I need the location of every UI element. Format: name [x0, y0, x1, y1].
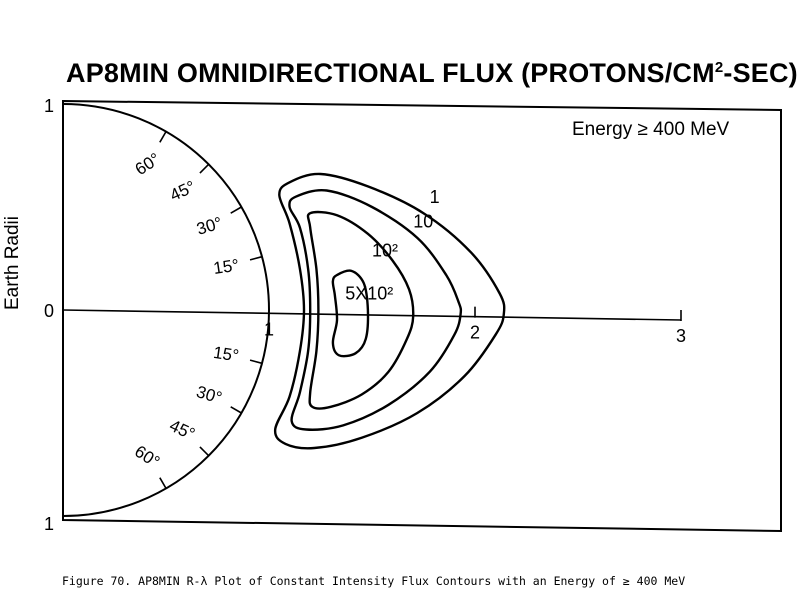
contour-line-2 [306, 210, 415, 410]
contour-label-2: 10² [372, 240, 398, 260]
plot-frame [62, 99, 782, 533]
contour-line-3 [331, 269, 370, 358]
contour-label-0: 1 [430, 187, 440, 207]
x-tick-label-3: 3 [676, 326, 686, 346]
lat-tick-30 [230, 206, 242, 214]
earth-arc [62, 103, 270, 517]
title-end: -SEC) [723, 58, 798, 88]
earth-semicircle [62, 103, 270, 517]
lat-label-30: 30° [194, 213, 224, 239]
lat-tick--60 [159, 477, 167, 489]
lat-tick--15 [249, 359, 263, 365]
figure-caption: Figure 70. AP8MIN R-λ Plot of Constant I… [62, 574, 686, 588]
y-tick-label--1: 1 [44, 514, 54, 534]
lat-tick--30 [230, 406, 242, 414]
lat-label--15: 15° [212, 343, 240, 365]
x-tick-label-1: 1 [264, 319, 274, 339]
lat-tick-15 [249, 255, 263, 261]
contour-label-3: 5X10² [345, 284, 393, 304]
latitude-ticks: 60°45°30°15°15°30°45°60° [131, 131, 263, 489]
x-tick-label-2: 2 [470, 323, 480, 343]
lat-label-60: 60° [132, 149, 164, 179]
lat-label--60: 60° [131, 442, 163, 472]
plot-border [62, 99, 782, 533]
y-tick-label-1: 1 [44, 96, 54, 116]
title-superscript: 2 [714, 59, 724, 76]
lat-label--30: 30° [194, 382, 224, 408]
y-tick-label-0: 0 [44, 301, 54, 321]
lat-label-15: 15° [212, 256, 240, 278]
lat-tick-45 [199, 163, 210, 174]
contour-line-1 [288, 188, 463, 431]
contour-line-0 [273, 172, 506, 450]
contour-label-1: 10 [413, 212, 433, 232]
lat-tick-60 [159, 131, 167, 143]
lat-label-45: 45° [167, 177, 198, 205]
chart-title: AP8MIN OMNIDIRECTIONAL FLUX (PROTONS/CM2… [66, 58, 798, 89]
x-axis-line [62, 309, 682, 321]
lat-label--45: 45° [167, 416, 198, 444]
energy-label: Energy ≥ 400 MeV [572, 119, 730, 140]
title-main: AP8MIN OMNIDIRECTIONAL FLUX (PROTONS/CM [66, 58, 715, 88]
flux-contours: 1 10 10² 5X10² [273, 172, 506, 450]
lat-tick--45 [199, 446, 210, 457]
